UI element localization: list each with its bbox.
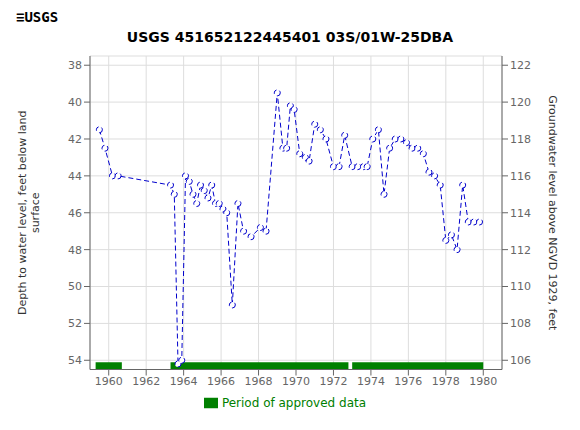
svg-text:122: 122 [510,59,531,72]
svg-text:1968: 1968 [245,375,273,388]
svg-text:1972: 1972 [319,375,347,388]
svg-text:46: 46 [68,207,82,220]
svg-text:118: 118 [510,133,531,146]
svg-text:1980: 1980 [469,375,497,388]
svg-text:54: 54 [68,354,82,367]
svg-text:114: 114 [510,207,531,220]
svg-text:40: 40 [68,96,82,109]
svg-text:106: 106 [510,354,531,367]
html-text:Period of approved data: Period of approved data [221,395,367,410]
svg-text:120: 120 [510,96,531,109]
svg-text:112: 112 [510,244,531,257]
svg-text:48: 48 [68,244,82,257]
svg-text:1974: 1974 [357,375,385,388]
html-text:≡USGS: ≡USGS [16,9,59,25]
svg-text:1962: 1962 [132,375,160,388]
svg-text:38: 38 [68,59,82,72]
svg-text:44: 44 [68,170,82,183]
svg-text:52: 52 [68,317,82,330]
svg-text:1978: 1978 [432,375,460,388]
svg-text:116: 116 [510,170,531,183]
svg-text:42: 42 [68,133,82,146]
svg-text:1970: 1970 [282,375,310,388]
svg-text:50: 50 [68,280,82,293]
svg-text:1964: 1964 [170,375,198,388]
html-text:USGS 451652122445401 03S/01W-2: USGS 451652122445401 03S/01W-25DBA [126,29,454,45]
svg-text:Groundwater level above NGVD 1: Groundwater level above NGVD 1929, feet [546,95,559,331]
svg-text:Depth to water level, feet bel: Depth to water level, feet below landsur… [16,110,42,315]
svg-text:1966: 1966 [207,375,235,388]
svg-text:108: 108 [510,317,531,330]
svg-text:1960: 1960 [95,375,123,388]
svg-text:1976: 1976 [394,375,422,388]
svg-text:110: 110 [510,280,531,293]
